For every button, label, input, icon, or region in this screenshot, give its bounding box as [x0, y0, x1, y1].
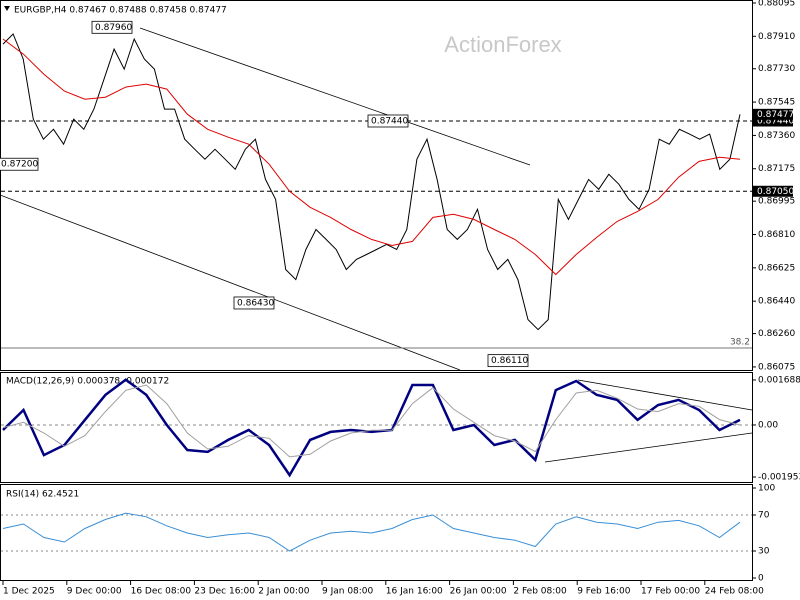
series-line: [2, 384, 741, 458]
annotation-box: [487, 354, 529, 368]
annotation-label: 0.87200: [1, 160, 38, 170]
fib-label: 38.2: [730, 338, 750, 348]
x-tick-label: 2 Feb 08:00: [513, 587, 567, 597]
x-tick-label: 24 Feb 08:00: [705, 587, 764, 597]
annotation-box: [91, 20, 133, 34]
header: EURGBP,H4 0.87467 0.87488 0.87458 0.8747…: [14, 6, 227, 16]
last-price-box: [753, 108, 793, 120]
y-tick-label: 0.87545: [758, 98, 795, 108]
menu-arrow[interactable]: [4, 6, 10, 11]
annotation-label: 0.87960: [95, 23, 132, 33]
macd-panel: [0, 372, 753, 483]
x-tick-label: 1 Dec 2025: [3, 587, 55, 597]
y-tick-label: 0.86810: [758, 230, 795, 240]
trend-line: [0, 194, 461, 371]
x-tick-label: 26 Jan 00:00: [450, 587, 507, 597]
y-tick-label: 100: [758, 484, 775, 494]
y-tick-label: 0.86075: [758, 362, 795, 372]
price-box-label: 0.87440: [757, 116, 794, 126]
last-price-label: 0.87477: [757, 110, 794, 120]
y-tick-label: 0.87360: [758, 131, 795, 141]
y-tick-label: 0.86995: [758, 197, 795, 207]
trend-line: [577, 379, 753, 411]
x-tick-label: 23 Dec 16:00: [194, 587, 255, 597]
series-line: [2, 33, 741, 331]
price-box: [753, 185, 793, 197]
y-tick-label: 30: [758, 547, 770, 557]
y-tick-label: 70: [758, 511, 770, 521]
y-tick-label: 0.86260: [758, 329, 795, 339]
rsi-title: RSI(14) 62.4521: [6, 490, 79, 500]
x-tick-label: 9 Dec 00:00: [67, 587, 122, 597]
series-line: [2, 378, 741, 478]
y-tick-label: 0.86625: [758, 263, 795, 273]
x-tick-label: 17 Feb 00:00: [641, 587, 700, 597]
y-tick-label: 0.87730: [758, 64, 795, 74]
annotation-label: 0.86430: [237, 298, 274, 308]
macd-title: MACD(12,26,9) 0.000378 -0.000172: [6, 377, 169, 387]
price-panel: [0, 0, 753, 371]
x-tick-label: 9 Jan 08:00: [322, 587, 374, 597]
watermark: ActionForex: [444, 32, 561, 57]
x-tick-label: 16 Dec 08:00: [131, 587, 192, 597]
y-tick-label: 0.88095: [758, 0, 795, 8]
trend-line: [544, 432, 753, 463]
y-tick-label: -0.001953: [758, 473, 800, 483]
y-tick-label: 0.87910: [758, 32, 795, 42]
y-tick-label: 0.00: [758, 420, 778, 430]
price-box: [753, 115, 793, 127]
annotation-label: 0.86110: [491, 356, 528, 366]
annotation-box: [233, 296, 275, 310]
annotation-box: [0, 157, 39, 171]
x-tick-label: 2 Jan 00:00: [258, 587, 310, 597]
y-tick-label: 0.86440: [758, 297, 795, 307]
series-line: [2, 38, 741, 276]
annotation-box: [367, 114, 409, 128]
x-tick-label: 16 Jan 16:00: [386, 587, 443, 597]
rsi-panel: [0, 484, 753, 581]
y-tick-label: 0.87175: [758, 164, 795, 174]
trend-line: [139, 27, 531, 166]
y-tick-label: 0: [758, 574, 764, 584]
price-box-label: 0.87050: [757, 187, 794, 197]
x-tick-label: 9 Feb 16:00: [577, 587, 631, 597]
y-tick-label: 0.001688: [758, 375, 800, 385]
annotation-label: 0.87440: [371, 116, 408, 126]
series-line: [2, 512, 741, 552]
